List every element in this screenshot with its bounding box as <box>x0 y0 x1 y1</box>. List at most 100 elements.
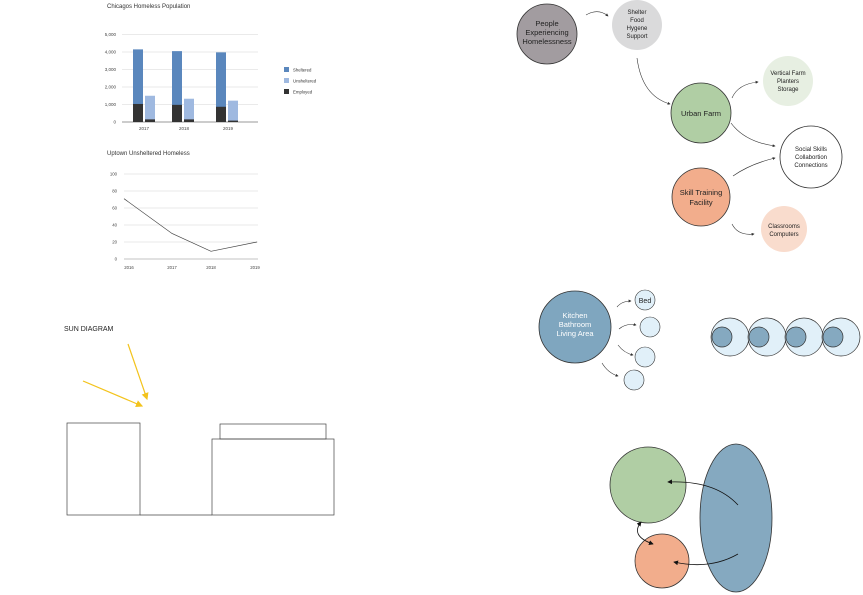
line-y-tick: 40 <box>112 223 117 228</box>
orange-circle <box>634 533 690 589</box>
needs-label: Shelter <box>627 10 646 16</box>
large-ellipse <box>699 443 773 593</box>
skill-training-label: Skill Training <box>680 188 723 197</box>
vertical-farm-label: Vertical Farm <box>770 71 805 77</box>
flow-arrow <box>731 80 759 99</box>
flow-arrow <box>618 323 637 330</box>
sun-diagram <box>66 343 335 516</box>
bar-y-tick: 4,000 <box>105 50 117 55</box>
line-series <box>123 198 258 252</box>
social-skills-node <box>779 125 843 189</box>
bed-label: Bed <box>639 298 652 305</box>
bar-employed-unsheltered <box>184 119 194 122</box>
flow-arrow <box>732 157 776 177</box>
flow-arrow <box>667 479 739 506</box>
bar-y-tick: 3,000 <box>105 67 117 72</box>
sun-ray <box>82 380 144 407</box>
line-chart: 100 80 60 40 20 0 2016 2017 2018 2019 <box>110 172 261 271</box>
room-bubble <box>634 346 656 368</box>
flow-arrow <box>601 362 619 377</box>
bar-employed-unsheltered <box>145 119 155 122</box>
legend-swatch-unsheltered <box>284 78 289 83</box>
bar-unsheltered <box>145 95 155 122</box>
bar-legend: Sheltered Unsheltered Employed <box>284 67 317 95</box>
bed-node <box>634 289 656 311</box>
unit-core <box>711 326 733 348</box>
classrooms-label: Classrooms <box>768 224 800 230</box>
flow-arrow <box>617 344 634 356</box>
unit-core <box>822 326 844 348</box>
sun-ray <box>127 343 149 401</box>
bar-y-tick: 0 <box>113 120 116 125</box>
classrooms-label: Computers <box>769 232 798 238</box>
legend-label: Sheltered <box>293 68 312 73</box>
vertical-farm-node <box>763 56 813 106</box>
social-skills-label: Collabortion <box>795 155 827 161</box>
urban-farm-label: Urban Farm <box>681 109 721 118</box>
relationship-diagram <box>609 443 773 593</box>
housing-diagram: Kitchen Bathroom Living Area Bed <box>538 289 861 391</box>
legend-swatch-sheltered <box>284 67 289 72</box>
vertical-farm-label: Storage <box>777 87 799 93</box>
building-right-top <box>219 423 327 440</box>
line-y-tick: 100 <box>110 172 118 177</box>
unit-core <box>785 326 807 348</box>
kitchen-label: Bathroom <box>559 320 592 329</box>
bar-y-tick: 5,000 <box>105 32 117 37</box>
flow-arrow <box>616 299 632 308</box>
green-circle <box>609 446 687 524</box>
vertical-farm-label: Planters <box>777 79 799 85</box>
people-label: People <box>535 19 558 28</box>
needs-label: Food <box>630 18 644 24</box>
legend-swatch-employed <box>284 89 289 94</box>
line-x-tick: 2018 <box>206 265 216 270</box>
bar-unsheltered <box>184 98 194 122</box>
urban-farm-node <box>670 82 732 144</box>
bar-sheltered <box>133 49 143 122</box>
unit-core <box>748 326 770 348</box>
building-left <box>66 422 141 516</box>
bar-unsheltered <box>228 100 238 122</box>
kitchen-label: Living Area <box>556 329 594 338</box>
legend-label: Unsheltered <box>293 79 317 84</box>
bar-employed <box>133 103 143 122</box>
legend-label: Employed <box>293 90 313 95</box>
line-chart-title: Uptown Unsheltered Homeless <box>107 151 190 157</box>
bar-x-tick: 2019 <box>223 126 234 131</box>
bar-sheltered <box>172 51 182 122</box>
people-node <box>516 3 578 65</box>
people-label: Homelessness <box>522 37 571 46</box>
line-y-tick: 0 <box>115 257 118 262</box>
bar-y-tick: 1,000 <box>105 102 117 107</box>
bar-y-tick: 2,000 <box>105 85 117 90</box>
room-bubble <box>623 369 645 391</box>
social-skills-label: Social Skills <box>795 147 827 153</box>
line-x-tick: 2017 <box>167 265 177 270</box>
bar-chart: 5,000 4,000 3,000 2,000 1,000 0 2017 201… <box>105 32 317 131</box>
people-label: Experiencing <box>525 28 568 37</box>
social-skills-label: Connections <box>794 163 827 169</box>
bar-sheltered <box>216 52 226 122</box>
kitchen-label: Kitchen <box>562 311 587 320</box>
sun-diagram-title: SUN DIAGRAM <box>64 326 114 333</box>
flow-arrow <box>636 57 671 105</box>
flow-arrow <box>731 223 755 236</box>
line-y-tick: 20 <box>112 240 117 245</box>
line-y-tick: 60 <box>112 206 117 211</box>
bar-employed <box>216 106 226 122</box>
bar-employed <box>172 104 182 122</box>
bar-x-tick: 2017 <box>139 126 150 131</box>
classrooms-node <box>761 206 807 252</box>
bar-x-tick: 2018 <box>179 126 190 131</box>
building-right <box>211 438 335 516</box>
skill-training-label: Facility <box>689 198 713 207</box>
program-diagram: People Experiencing Homelessness Shelter… <box>516 0 843 252</box>
flow-arrow <box>730 122 776 148</box>
kitchen-node <box>538 290 612 364</box>
flow-arrow <box>585 11 609 17</box>
skill-training-node <box>671 167 731 227</box>
needs-label: Hygene <box>627 26 648 32</box>
bar-employed-unsheltered <box>228 120 238 122</box>
line-x-tick: 2016 <box>124 265 134 270</box>
room-bubble <box>639 316 661 338</box>
